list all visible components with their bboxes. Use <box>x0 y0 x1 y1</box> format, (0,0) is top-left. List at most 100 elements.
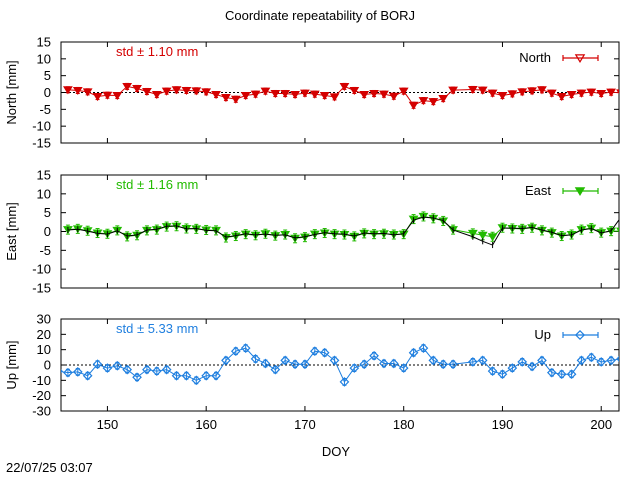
north-panel-data-point <box>606 88 616 97</box>
north-panel-data-point <box>240 92 251 101</box>
north-panel-data-point <box>369 90 379 99</box>
north-panel-data-point <box>151 91 162 100</box>
north-panel-data-point <box>448 86 458 95</box>
up-panel-data-point <box>537 355 547 366</box>
up-panel-data-point <box>616 355 619 362</box>
up-panel-ytick-label: -20 <box>32 388 51 403</box>
north-panel-ytick-label: 15 <box>37 35 51 50</box>
north-panel-data-point <box>122 82 133 92</box>
north-panel-data-point <box>527 87 537 96</box>
up-panel-data-point <box>122 364 133 375</box>
up-panel-ylabel: Up [mm] <box>4 340 19 389</box>
north-panel-data-point <box>102 91 113 100</box>
up-panel-data-point <box>517 357 528 367</box>
east-panel-data-point <box>616 227 619 233</box>
up-panel-data-point <box>596 357 607 367</box>
up-panel-data-point <box>300 359 310 370</box>
east-panel-data-point <box>477 231 488 240</box>
north-panel-data-point <box>388 92 399 101</box>
up-panel-data-point <box>280 355 291 366</box>
up-panel-data-point <box>477 355 488 366</box>
up-panel-data-point <box>240 343 251 353</box>
up-panel-data-point <box>171 370 182 381</box>
north-panel-data-point <box>398 87 409 96</box>
up-panel-legend-marker <box>574 329 586 341</box>
north-panel-data-point <box>616 89 619 95</box>
north-panel-data-point <box>379 90 389 99</box>
up-panel-data-point <box>398 363 409 373</box>
up-panel-data-point <box>379 358 389 369</box>
up-panel-data-point <box>448 359 458 370</box>
east-panel-ytick-label: 15 <box>37 168 51 183</box>
up-panel-data-point <box>507 363 518 373</box>
up-panel-data-point <box>201 370 212 381</box>
east-panel-ytick-label: 0 <box>44 224 51 239</box>
up-panel-data-point <box>82 370 93 381</box>
east-panel-data-point <box>487 233 498 242</box>
up-panel-data-point <box>72 367 83 377</box>
east-panel-ytick-label: -5 <box>39 243 51 258</box>
up-panel-data-point <box>586 352 597 363</box>
up-panel-ytick-label: 20 <box>37 327 51 342</box>
up-panel-ytick-label: -30 <box>32 404 51 419</box>
east-panel-std-label: std ± 1.16 mm <box>116 177 198 192</box>
east-panel-data-point <box>467 229 478 238</box>
north-panel-data-point <box>556 93 567 102</box>
north-panel-data-point <box>211 91 221 100</box>
north-panel-ytick-label: -10 <box>32 119 51 134</box>
up-panel-ytick-label: 0 <box>44 358 51 373</box>
up-panel-legend-label: Up <box>534 327 551 342</box>
up-panel-data-point <box>487 366 498 376</box>
xtick-label: 170 <box>294 417 316 432</box>
north-panel-data-point <box>112 92 123 101</box>
up-panel-data-point <box>359 359 370 370</box>
north-panel-data-point <box>181 86 192 96</box>
north-panel-data-point <box>142 87 152 97</box>
xtick-label: 190 <box>492 417 514 432</box>
up-panel-data-point <box>566 369 577 380</box>
north-panel-data-point <box>201 88 212 97</box>
north-panel-data-point <box>280 90 291 99</box>
north-panel-data-point <box>221 94 231 103</box>
up-panel-data-point <box>309 346 320 357</box>
up-panel-data-point <box>467 357 478 367</box>
up-panel-data-point <box>102 363 113 373</box>
up-panel-data-point <box>576 355 587 366</box>
up-panel-data-point <box>329 355 340 366</box>
north-panel-data-point <box>260 87 271 96</box>
north-panel-data-point <box>349 86 360 96</box>
north-panel-data-point <box>477 86 488 95</box>
up-panel-data-point <box>497 369 508 380</box>
up-panel-data-point <box>290 359 300 370</box>
xtick-label: 200 <box>590 417 612 432</box>
north-panel-data-point <box>517 88 528 97</box>
north-panel-legend-marker <box>574 54 586 63</box>
north-panel-data-point <box>82 88 93 97</box>
up-panel-data-point <box>230 346 241 357</box>
north-panel-data-point <box>408 101 419 110</box>
x-axis-label: DOY <box>321 444 351 459</box>
north-panel-data-point <box>161 87 172 96</box>
north-panel-ytick-label: 0 <box>44 85 51 100</box>
up-panel-data-point <box>63 367 73 378</box>
north-panel-data-point <box>537 86 547 95</box>
up-panel-ytick-label: 10 <box>37 342 51 357</box>
north-panel-data-point <box>566 91 577 100</box>
north-panel-data-point <box>270 90 281 99</box>
up-panel-plot-area <box>61 343 619 387</box>
north-panel-data-point <box>428 98 439 107</box>
north-panel-data-point <box>92 93 103 102</box>
east-panel-ytick-label: 10 <box>37 186 51 201</box>
north-panel-data-point <box>596 90 607 99</box>
up-panel-data-point <box>112 360 123 371</box>
north-panel-data-point <box>576 89 587 98</box>
north-panel-legend-label: North <box>519 50 551 65</box>
up-panel-std-label: std ± 5.33 mm <box>116 321 198 336</box>
up-panel-data-point <box>349 363 360 373</box>
up-panel-data-point <box>92 359 103 370</box>
up-panel-data-point <box>270 364 281 375</box>
up-panel-data-point <box>181 370 192 381</box>
north-panel-data-point <box>507 90 518 99</box>
up-panel-data-point <box>408 347 419 358</box>
